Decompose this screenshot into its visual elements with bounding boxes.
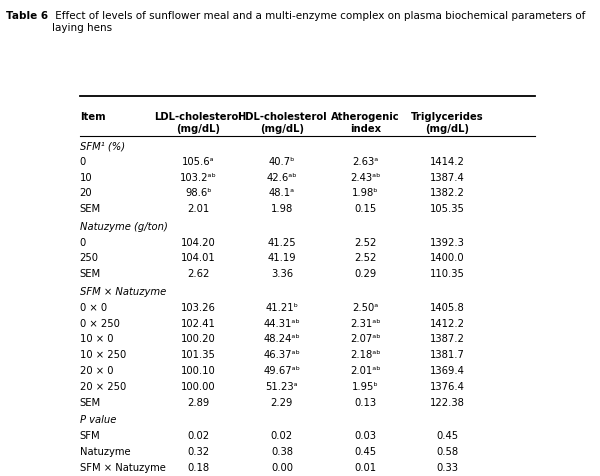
Text: 42.6ᵃᵇ: 42.6ᵃᵇ [266,172,297,182]
Text: SFM × Natuzyme: SFM × Natuzyme [80,287,166,297]
Text: SFM¹ (%): SFM¹ (%) [80,141,125,151]
Text: Triglycerides
(mg/dL): Triglycerides (mg/dL) [410,112,484,133]
Text: 20 × 250: 20 × 250 [80,381,126,391]
Text: 2.62: 2.62 [187,269,209,279]
Text: 1.95ᵇ: 1.95ᵇ [352,381,379,391]
Text: 20 × 0: 20 × 0 [80,365,113,375]
Text: 2.89: 2.89 [187,397,209,407]
Text: 2.52: 2.52 [355,253,377,263]
Text: 250: 250 [80,253,98,263]
Text: 105.35: 105.35 [430,204,464,214]
Text: SEM: SEM [80,204,101,214]
Text: 104.01: 104.01 [181,253,215,263]
Text: 10 × 250: 10 × 250 [80,349,126,359]
Text: 1382.2: 1382.2 [430,188,464,198]
Text: 0.58: 0.58 [436,446,458,456]
Text: 2.01ᵃᵇ: 2.01ᵃᵇ [350,365,381,375]
Text: 1414.2: 1414.2 [430,157,464,167]
Text: 40.7ᵇ: 40.7ᵇ [269,157,295,167]
Text: 0.15: 0.15 [355,204,377,214]
Text: 0.03: 0.03 [355,430,377,440]
Text: HDL-cholesterol
(mg/dL): HDL-cholesterol (mg/dL) [237,112,327,133]
Text: 101.35: 101.35 [181,349,215,359]
Text: 2.07ᵃᵇ: 2.07ᵃᵇ [350,334,381,344]
Text: P value: P value [80,414,116,424]
Text: 0 × 250: 0 × 250 [80,318,119,328]
Text: 44.31ᵃᵇ: 44.31ᵃᵇ [263,318,301,328]
Text: 0.02: 0.02 [271,430,293,440]
Text: 1412.2: 1412.2 [430,318,464,328]
Text: 41.25: 41.25 [268,237,296,247]
Text: 100.00: 100.00 [181,381,215,391]
Text: 1.98ᵇ: 1.98ᵇ [352,188,379,198]
Text: 2.18ᵃᵇ: 2.18ᵃᵇ [350,349,381,359]
Text: 0: 0 [80,157,86,167]
Text: 0.29: 0.29 [355,269,377,279]
Text: 110.35: 110.35 [430,269,464,279]
Text: 103.2ᵃᵇ: 103.2ᵃᵇ [180,172,217,182]
Text: 2.43ᵃᵇ: 2.43ᵃᵇ [350,172,381,182]
Text: 51.23ᵃ: 51.23ᵃ [266,381,298,391]
Text: 1387.4: 1387.4 [430,172,464,182]
Text: 2.50ᵃ: 2.50ᵃ [353,302,379,312]
Text: 20: 20 [80,188,92,198]
Text: 0.32: 0.32 [187,446,209,456]
Text: 0.18: 0.18 [187,462,209,472]
Text: LDL-cholesterol
(mg/dL): LDL-cholesterol (mg/dL) [154,112,242,133]
Text: 0.45: 0.45 [436,430,458,440]
Text: 2.52: 2.52 [355,237,377,247]
Text: 0.02: 0.02 [187,430,209,440]
Text: 100.20: 100.20 [181,334,215,344]
Text: Atherogenic
index: Atherogenic index [331,112,400,133]
Text: SEM: SEM [80,269,101,279]
Text: 2.29: 2.29 [271,397,293,407]
Text: 41.21ᵇ: 41.21ᵇ [265,302,298,312]
Text: SFM: SFM [80,430,100,440]
Text: 41.19: 41.19 [268,253,296,263]
Text: Natuzyme: Natuzyme [80,446,130,456]
Text: 49.67ᵃᵇ: 49.67ᵃᵇ [263,365,301,375]
Text: 0.45: 0.45 [355,446,377,456]
Text: 0.38: 0.38 [271,446,293,456]
Text: 0 × 0: 0 × 0 [80,302,107,312]
Text: 98.6ᵇ: 98.6ᵇ [185,188,212,198]
Text: 0.33: 0.33 [436,462,458,472]
Text: 2.01: 2.01 [187,204,209,214]
Text: 48.1ᵃ: 48.1ᵃ [269,188,295,198]
Text: 1376.4: 1376.4 [430,381,464,391]
Text: Table 6: Table 6 [6,11,48,21]
Text: 0.13: 0.13 [355,397,377,407]
Text: 46.37ᵃᵇ: 46.37ᵃᵇ [263,349,301,359]
Text: 10 × 0: 10 × 0 [80,334,113,344]
Text: 103.26: 103.26 [181,302,215,312]
Text: 2.63ᵃ: 2.63ᵃ [353,157,379,167]
Text: 0.01: 0.01 [355,462,377,472]
Text: 0: 0 [80,237,86,247]
Text: 2.31ᵃᵇ: 2.31ᵃᵇ [350,318,381,328]
Text: 105.6ᵃ: 105.6ᵃ [182,157,215,167]
Text: Effect of levels of sunflower meal and a multi-enzyme complex on plasma biochemi: Effect of levels of sunflower meal and a… [52,11,585,32]
Text: 1.98: 1.98 [271,204,293,214]
Text: 1400.0: 1400.0 [430,253,464,263]
Text: 1369.4: 1369.4 [430,365,464,375]
Text: 10: 10 [80,172,92,182]
Text: 1392.3: 1392.3 [430,237,464,247]
Text: 122.38: 122.38 [430,397,464,407]
Text: 1381.7: 1381.7 [430,349,464,359]
Text: 100.10: 100.10 [181,365,215,375]
Text: Natuzyme (g/ton): Natuzyme (g/ton) [80,221,167,231]
Text: 1387.2: 1387.2 [430,334,464,344]
Text: SEM: SEM [80,397,101,407]
Text: 0.00: 0.00 [271,462,293,472]
Text: 104.20: 104.20 [181,237,215,247]
Text: 3.36: 3.36 [271,269,293,279]
Text: 48.24ᵃᵇ: 48.24ᵃᵇ [263,334,301,344]
Text: 102.41: 102.41 [181,318,215,328]
Text: 1405.8: 1405.8 [430,302,464,312]
Text: Item: Item [80,112,105,122]
Text: SFM × Natuzyme: SFM × Natuzyme [80,462,166,472]
